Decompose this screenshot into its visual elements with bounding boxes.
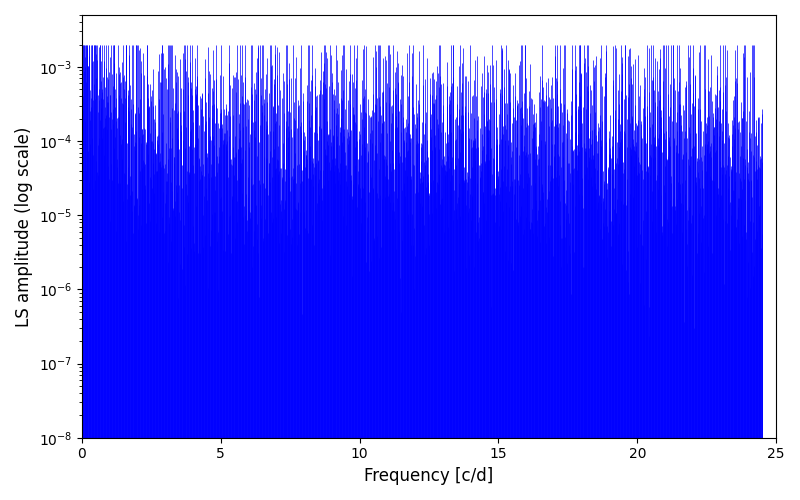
X-axis label: Frequency [c/d]: Frequency [c/d] bbox=[364, 467, 494, 485]
Y-axis label: LS amplitude (log scale): LS amplitude (log scale) bbox=[15, 126, 33, 326]
